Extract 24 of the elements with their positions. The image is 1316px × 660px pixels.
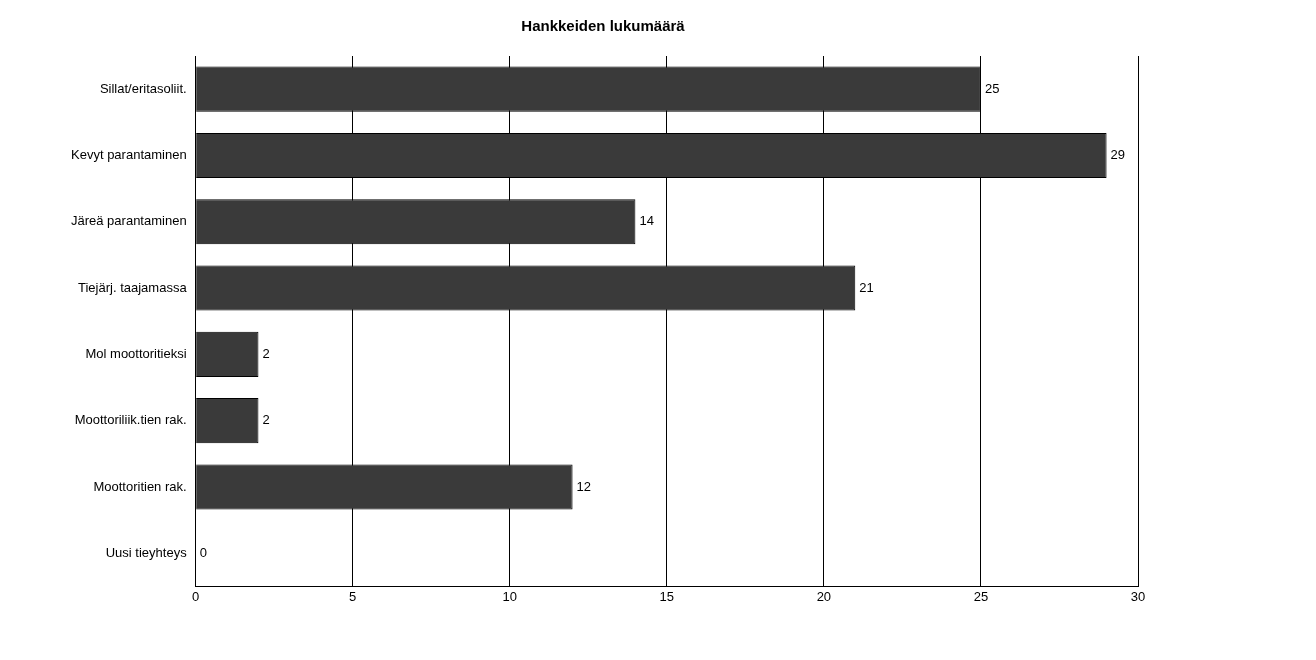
y-tick-label: Tiejärj. taajamassa <box>78 279 188 295</box>
x-tick-label: 10 <box>502 588 517 604</box>
data-label: 29 <box>1110 147 1126 163</box>
y-tick-label: Mol moottoritieksi <box>85 345 187 361</box>
data-label: 21 <box>859 279 874 295</box>
data-label: 14 <box>639 213 654 229</box>
y-tick-label: Sillat/eritasoliit. <box>99 80 187 96</box>
y-tick-label: Kevyt parantaminen <box>71 147 187 163</box>
x-tick-label: 0 <box>192 588 200 604</box>
data-label: 2 <box>262 412 270 428</box>
x-tick-label: 5 <box>349 588 357 604</box>
x-tick-label: 20 <box>816 588 832 604</box>
x-tick-label: 15 <box>659 588 675 604</box>
x-tick-label: 30 <box>1130 588 1146 604</box>
chart-title: Hankkeiden lukumäärä <box>521 17 686 35</box>
y-tick-label: Järeä parantaminen <box>70 213 187 229</box>
y-tick-label: Moottoriliik.tien rak. <box>74 412 187 428</box>
x-tick-label: 25 <box>973 588 989 604</box>
data-label: 25 <box>984 80 1000 96</box>
data-label: 12 <box>576 478 592 494</box>
data-label: 0 <box>199 544 207 560</box>
y-tick-label: Uusi tieyhteys <box>105 544 188 560</box>
data-label: 2 <box>262 345 270 361</box>
y-tick-label: Moottoritien rak. <box>93 478 187 494</box>
